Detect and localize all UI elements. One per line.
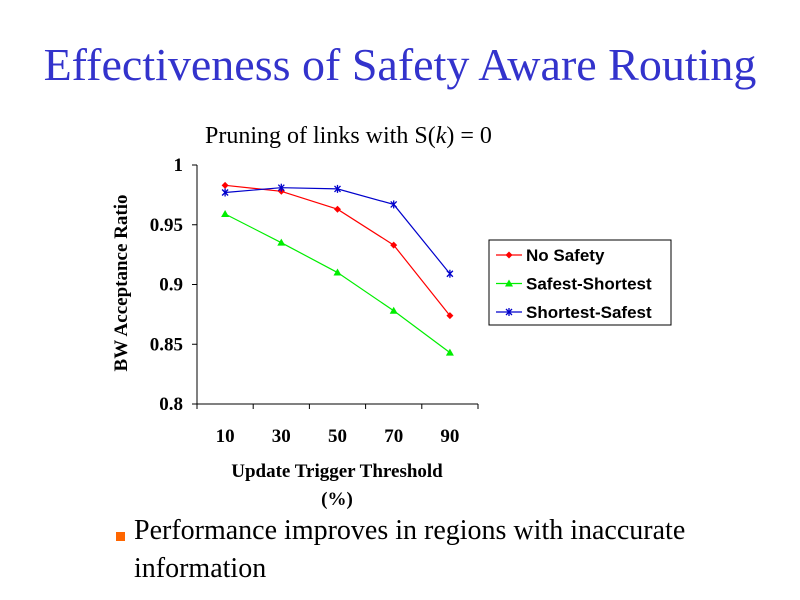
data-point — [334, 184, 341, 193]
data-point — [221, 188, 229, 197]
legend-label: No Safety — [526, 246, 605, 265]
y-tick-label: 0.9 — [159, 275, 183, 296]
y-tick-label: 1 — [174, 155, 184, 176]
slide-title: Effectiveness of Safety Aware Routing — [43, 39, 757, 90]
legend-marker — [505, 251, 513, 259]
y-tick-labels: 0.8 0.85 0.9 0.95 1 — [150, 155, 183, 415]
y-tick-label: 0.8 — [159, 394, 183, 415]
legend-marker — [505, 279, 513, 287]
data-point — [277, 238, 286, 246]
data-point — [333, 268, 342, 276]
y-axis-label: BW Acceptance Ratio — [111, 195, 132, 372]
series-line — [224, 213, 451, 354]
x-tick-label: 90 — [440, 426, 459, 447]
y-tick-label: 0.95 — [150, 215, 183, 236]
series-line — [225, 184, 451, 316]
chart-title-prefix: Pruning of links with S( — [205, 123, 436, 149]
chart-title-variable: k — [435, 123, 447, 149]
legend-label: Safest-Shortest — [526, 275, 652, 294]
data-point — [390, 200, 398, 209]
legend-item: No Safety — [496, 246, 605, 265]
data-point — [334, 205, 341, 213]
data-point — [221, 209, 230, 217]
data-point — [390, 241, 398, 249]
legend-item: Shortest-Safest — [496, 303, 652, 322]
x-axis-label-line2: (%) — [321, 489, 353, 510]
chart-axes — [192, 164, 479, 409]
legend-marker — [505, 308, 513, 316]
chart-title: Pruning of links with S(k) = 0 — [205, 123, 492, 150]
data-point — [221, 181, 229, 189]
x-tick-label: 30 — [272, 426, 291, 447]
legend-item: Safest-Shortest — [496, 275, 652, 294]
data-point — [277, 183, 285, 192]
bullet-square-icon — [116, 532, 125, 541]
x-axis-label-line1: Update Trigger Threshold — [231, 461, 443, 482]
data-point — [446, 269, 454, 278]
series-layer — [221, 181, 454, 356]
data-point — [389, 306, 398, 314]
series-no-safety — [221, 181, 454, 320]
data-point — [446, 312, 454, 320]
series-shortest-safest — [221, 183, 454, 278]
chart-title-suffix: ) = 0 — [446, 123, 492, 149]
bullet-text: Performance improves in regions with ina… — [134, 515, 686, 584]
x-tick-label: 10 — [216, 426, 235, 447]
series-safest-shortest — [221, 209, 454, 356]
x-tick-label: 70 — [384, 426, 403, 447]
legend: No Safety Safest-Shortest Shortest-Safest — [488, 239, 672, 326]
x-tick-label: 50 — [328, 426, 347, 447]
x-tick-labels: 10 30 50 70 90 — [216, 426, 460, 447]
legend-box — [488, 239, 672, 326]
y-tick-label: 0.85 — [150, 334, 183, 355]
data-point — [445, 348, 454, 356]
legend-label: Shortest-Safest — [526, 303, 652, 322]
